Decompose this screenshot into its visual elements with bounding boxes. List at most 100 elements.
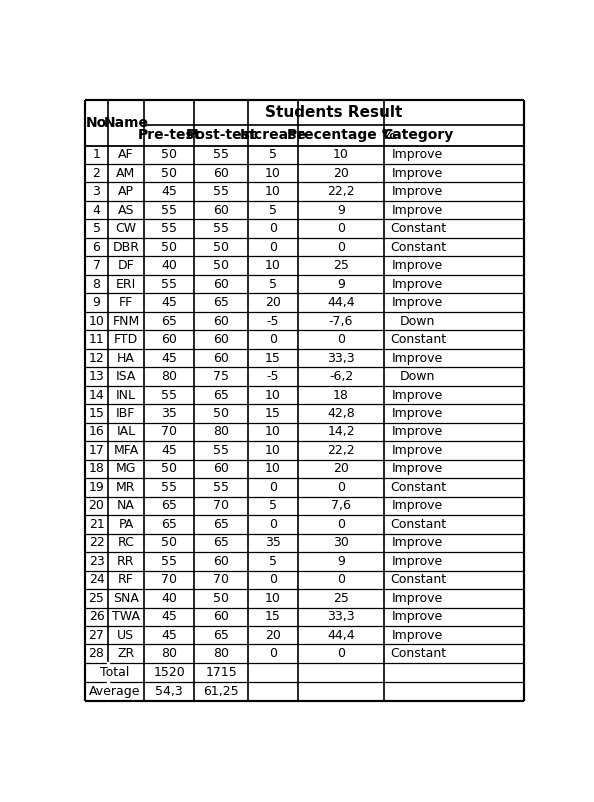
Text: AF: AF bbox=[118, 148, 134, 161]
Text: 20: 20 bbox=[333, 167, 349, 180]
Text: 0: 0 bbox=[337, 573, 345, 586]
Text: 10: 10 bbox=[265, 592, 281, 605]
Text: 60: 60 bbox=[213, 314, 229, 327]
Text: 5: 5 bbox=[269, 204, 277, 217]
Text: 16: 16 bbox=[89, 425, 105, 439]
Text: Constant: Constant bbox=[390, 241, 446, 253]
Text: 50: 50 bbox=[213, 241, 229, 253]
Text: 70: 70 bbox=[213, 573, 229, 586]
Text: 5: 5 bbox=[269, 555, 277, 568]
Text: -5: -5 bbox=[267, 370, 279, 383]
Text: 13: 13 bbox=[89, 370, 105, 383]
Text: FTD: FTD bbox=[114, 333, 138, 346]
Text: IBF: IBF bbox=[116, 407, 135, 420]
Text: Constant: Constant bbox=[390, 647, 446, 660]
Text: 0: 0 bbox=[337, 241, 345, 253]
Text: 22,2: 22,2 bbox=[327, 185, 355, 198]
Text: Improve: Improve bbox=[392, 388, 444, 402]
Text: 23: 23 bbox=[89, 555, 105, 568]
Text: 65: 65 bbox=[213, 388, 229, 402]
Text: 0: 0 bbox=[337, 333, 345, 346]
Text: 50: 50 bbox=[213, 407, 229, 420]
Text: Improve: Improve bbox=[392, 204, 444, 217]
Text: Improve: Improve bbox=[392, 351, 444, 365]
Text: 54,3: 54,3 bbox=[155, 686, 183, 699]
Text: 55: 55 bbox=[213, 481, 229, 494]
Text: 5: 5 bbox=[269, 277, 277, 290]
Text: 14,2: 14,2 bbox=[327, 425, 355, 439]
Text: 50: 50 bbox=[213, 592, 229, 605]
Text: 25: 25 bbox=[333, 592, 349, 605]
Text: FNM: FNM bbox=[112, 314, 140, 327]
Text: 0: 0 bbox=[269, 573, 277, 586]
Text: 15: 15 bbox=[89, 407, 105, 420]
Text: 70: 70 bbox=[213, 500, 229, 512]
Text: DF: DF bbox=[118, 259, 134, 272]
Text: Improve: Improve bbox=[392, 500, 444, 512]
Text: 55: 55 bbox=[213, 185, 229, 198]
Text: Improve: Improve bbox=[392, 185, 444, 198]
Text: 9: 9 bbox=[337, 555, 345, 568]
Text: 55: 55 bbox=[161, 277, 177, 290]
Text: 61,25: 61,25 bbox=[203, 686, 239, 699]
Text: Pre-test: Pre-test bbox=[137, 128, 201, 142]
Text: -6,2: -6,2 bbox=[329, 370, 353, 383]
Text: 50: 50 bbox=[161, 148, 177, 161]
Text: 28: 28 bbox=[89, 647, 105, 660]
Text: 35: 35 bbox=[161, 407, 177, 420]
Text: ZR: ZR bbox=[117, 647, 134, 660]
Text: 10: 10 bbox=[265, 185, 281, 198]
Text: AM: AM bbox=[116, 167, 135, 180]
Text: 60: 60 bbox=[213, 463, 229, 476]
Text: AP: AP bbox=[118, 185, 134, 198]
Text: 24: 24 bbox=[89, 573, 105, 586]
Text: Constant: Constant bbox=[390, 573, 446, 586]
Text: -7,6: -7,6 bbox=[329, 314, 353, 327]
Text: 55: 55 bbox=[213, 444, 229, 457]
Text: 15: 15 bbox=[265, 610, 281, 623]
Text: -5: -5 bbox=[267, 314, 279, 327]
Text: 20: 20 bbox=[265, 629, 281, 642]
Text: 60: 60 bbox=[161, 333, 177, 346]
Text: 55: 55 bbox=[213, 148, 229, 161]
Text: 33,3: 33,3 bbox=[327, 351, 355, 365]
Text: 0: 0 bbox=[269, 647, 277, 660]
Text: ERI: ERI bbox=[116, 277, 136, 290]
Text: 11: 11 bbox=[89, 333, 105, 346]
Text: 45: 45 bbox=[161, 351, 177, 365]
Text: Students Result: Students Result bbox=[265, 105, 403, 120]
Text: Name: Name bbox=[103, 115, 148, 130]
Text: Precentage %: Precentage % bbox=[287, 128, 396, 142]
Text: 60: 60 bbox=[213, 277, 229, 290]
Text: 0: 0 bbox=[269, 481, 277, 494]
Text: Improve: Improve bbox=[392, 444, 444, 457]
Text: AS: AS bbox=[118, 204, 134, 217]
Text: 40: 40 bbox=[161, 592, 177, 605]
Text: 40: 40 bbox=[161, 259, 177, 272]
Text: MR: MR bbox=[116, 481, 135, 494]
Text: 18: 18 bbox=[89, 463, 105, 476]
Text: Improve: Improve bbox=[392, 277, 444, 290]
Text: 26: 26 bbox=[89, 610, 105, 623]
Text: 5: 5 bbox=[93, 222, 100, 235]
Text: 0: 0 bbox=[337, 222, 345, 235]
Text: Improve: Improve bbox=[392, 629, 444, 642]
Text: 12: 12 bbox=[89, 351, 105, 365]
Text: 65: 65 bbox=[213, 537, 229, 549]
Text: 25: 25 bbox=[89, 592, 105, 605]
Text: 60: 60 bbox=[213, 167, 229, 180]
Text: Improve: Improve bbox=[392, 167, 444, 180]
Text: 15: 15 bbox=[265, 407, 281, 420]
Text: 1: 1 bbox=[93, 148, 100, 161]
Text: Improve: Improve bbox=[392, 463, 444, 476]
Text: 50: 50 bbox=[161, 241, 177, 253]
Text: 10: 10 bbox=[265, 388, 281, 402]
Text: 3: 3 bbox=[93, 185, 100, 198]
Text: 20: 20 bbox=[265, 296, 281, 309]
Text: 65: 65 bbox=[161, 518, 177, 531]
Text: 60: 60 bbox=[213, 555, 229, 568]
Text: 60: 60 bbox=[213, 333, 229, 346]
Text: Average: Average bbox=[89, 686, 140, 699]
Text: 45: 45 bbox=[161, 185, 177, 198]
Text: Constant: Constant bbox=[390, 333, 446, 346]
